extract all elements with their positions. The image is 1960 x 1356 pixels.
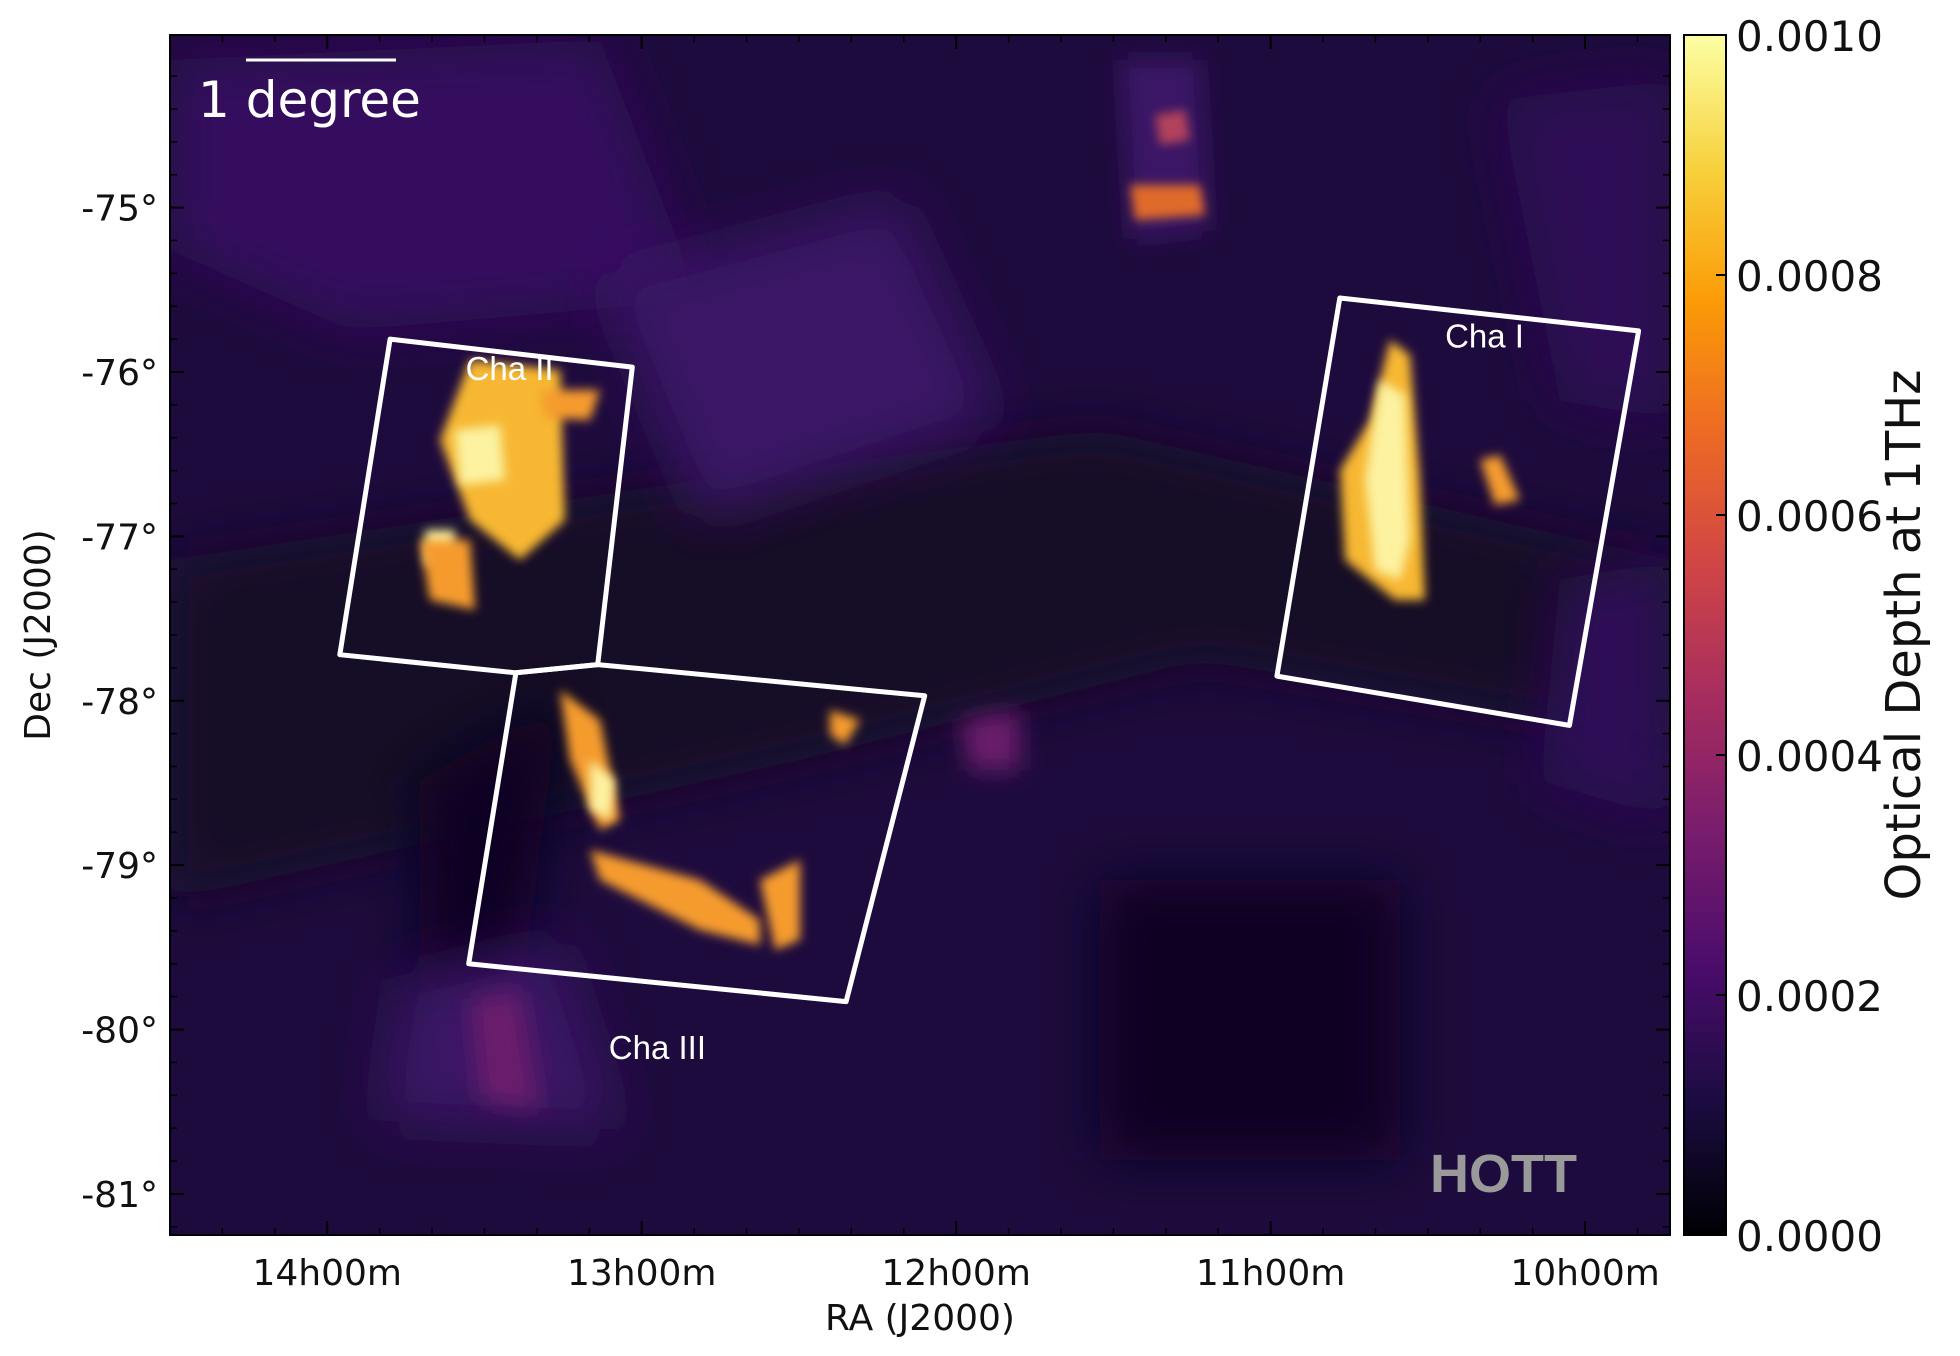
colorbar-tick-label: 0.0000 [1736,1212,1883,1261]
emission-filament [1480,455,1520,505]
emission-blob [1130,185,1205,220]
emission-filament [420,540,475,610]
emission-blob [960,710,1020,770]
emission-filament [540,390,600,420]
heatmap-image [170,35,1670,1235]
colorbar-tick-label: 0.0002 [1736,972,1883,1021]
emission-blob [170,40,700,330]
emission-blob [1155,110,1190,145]
y-tick-label: -81° [81,1175,158,1216]
y-tick-label: -78° [81,682,158,723]
y-tick-label: -76° [81,353,158,394]
emission-structures [170,40,1670,1160]
y-tick-label: -79° [81,846,158,887]
y-axis-label: Dec (J2000) [18,529,59,740]
emission-filament [455,425,505,485]
colorbar [1683,34,1727,1236]
emission-blob [600,200,1000,520]
region-label-cha-iii: Cha III [609,1029,706,1066]
emission-blob [1540,560,1670,820]
colorbar-tick-label: 0.0006 [1736,492,1883,541]
watermark-label: HOTT [1430,1144,1577,1204]
emission-blob [470,990,540,1110]
axis-ticks: 14h00m 13h00m 12h00m 11h00m 10h00m -75° -76° -7… [81,35,1670,1294]
y-tick-label: -75° [81,189,158,230]
colorbar-tick-label: 0.0004 [1736,732,1883,781]
colorbar-tick-label: 0.0010 [1736,12,1883,61]
x-tick-label: 10h00m [1510,1253,1660,1294]
emission-filament [590,850,760,945]
region-outline-cha-iii [466,662,928,1005]
y-tick-label: -80° [81,1011,158,1052]
x-tick-label: 11h00m [1196,1253,1346,1294]
colorbar-label: Optical Depth at 1THz [1876,370,1932,901]
emission-filament [830,710,860,745]
region-outline-cha-i [1274,295,1642,728]
emission-filament [1365,380,1410,580]
region-label-cha-i: Cha I [1445,317,1524,354]
emission-filament [590,760,615,820]
emission-blob [1500,80,1670,420]
scale-bar-label: 1 degree [198,71,421,129]
x-tick-label: 12h00m [881,1253,1031,1294]
y-tick-label: -77° [81,517,158,558]
colorbar-ticks: 0.0000 0.0002 0.0004 0.0006 0.0008 0.0010 [1716,12,1883,1261]
colorbar-tick-label: 0.0008 [1736,252,1883,301]
x-tick-label: 13h00m [567,1253,717,1294]
emission-blob [1100,880,1400,1160]
region-label-cha-ii: Cha II [466,350,554,387]
emission-blob [420,700,560,1000]
emission-filament [760,860,800,950]
x-tick-label: 14h00m [252,1253,402,1294]
region-outlines: Cha I Cha II Cha III [337,295,1642,1066]
x-axis-label: RA (J2000) [825,1298,1015,1339]
